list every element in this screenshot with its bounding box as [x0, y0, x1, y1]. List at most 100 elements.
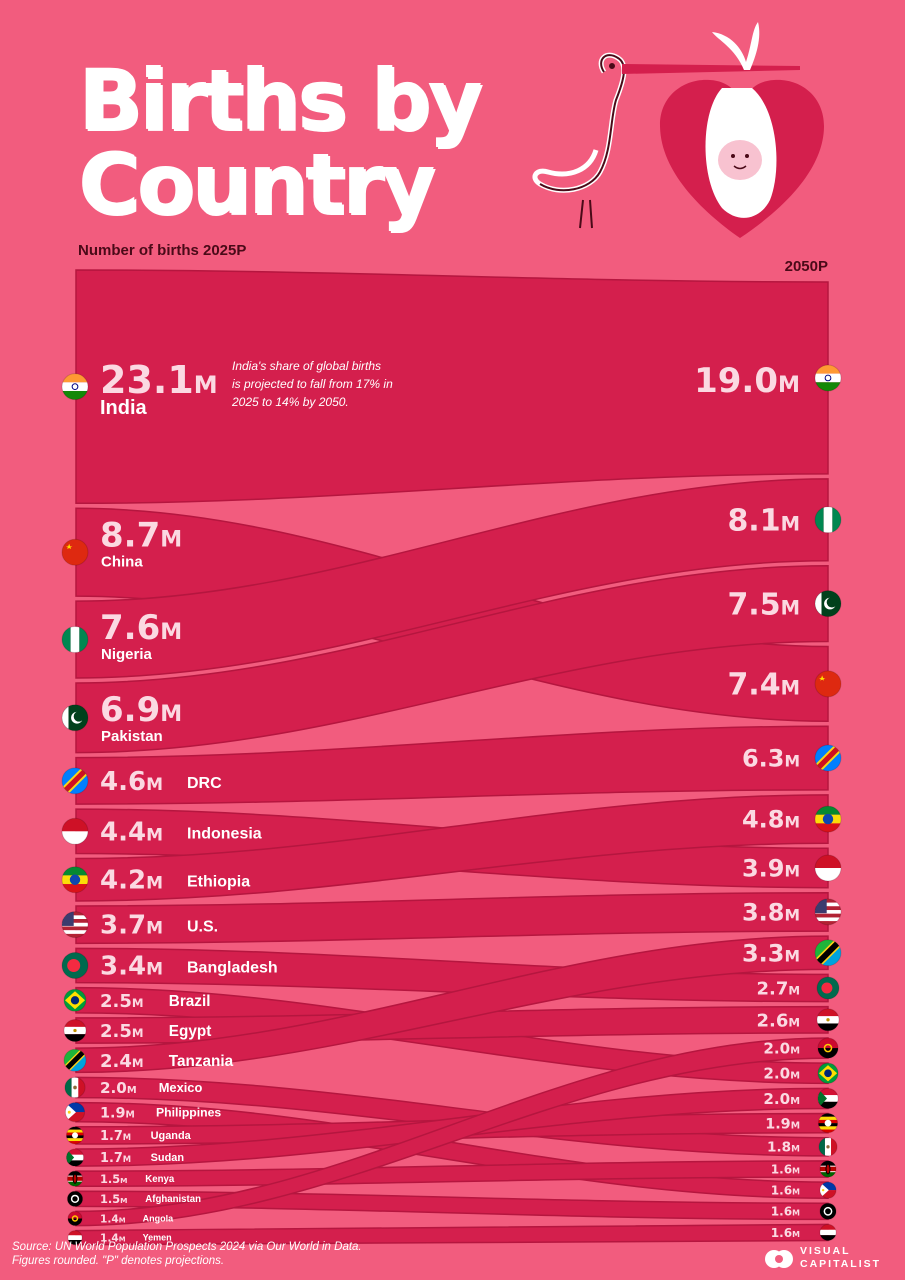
country-label-u-s: U.S.: [187, 919, 218, 936]
value-2050-china: 7.4M: [727, 668, 800, 703]
stork-illustration: [532, 22, 824, 238]
country-label-mexico: Mexico: [159, 1080, 203, 1095]
value-2025-yemen: 1.4M: [100, 1232, 126, 1244]
brand-line-1: VISUAL: [800, 1245, 851, 1257]
country-label-ethiopia: Ethiopia: [187, 874, 250, 891]
country-label-egypt: Egypt: [169, 1023, 212, 1040]
value-2025-kenya: 1.5M: [100, 1172, 127, 1186]
value-2025-drc: 4.6M: [100, 767, 163, 797]
footer: Source: UN World Population Prospects 20…: [12, 1240, 362, 1268]
value-2050-sudan: 2.0M: [763, 1090, 800, 1108]
pakistan-flag-icon: [814, 590, 842, 618]
pakistan-flag-icon: [61, 704, 89, 732]
stork-beak-icon: [622, 64, 800, 74]
kenya-flag-icon: [66, 1170, 84, 1187]
angola-flag-icon: [67, 1210, 83, 1227]
tanzania-flag-icon: [814, 939, 842, 967]
country-label-pakistan: Pakistan: [101, 728, 163, 745]
country-label-sudan: Sudan: [151, 1152, 184, 1164]
yemen-flag-icon: [819, 1223, 837, 1242]
drc-flag-icon: [814, 744, 842, 772]
value-2025-philippines: 1.9M: [100, 1105, 135, 1121]
ribbon-u-s: [75, 891, 829, 945]
country-label-kenya: Kenya: [145, 1174, 175, 1185]
value-2025-nigeria: 7.6M: [100, 608, 182, 648]
ribbons: [75, 269, 829, 1246]
sudan-flag-icon: [817, 1087, 839, 1110]
ribbon-pakistan: [75, 564, 829, 754]
title-line-1: Births by: [78, 51, 482, 149]
value-2050-afghanistan: 1.6M: [771, 1205, 800, 1219]
us-flag-icon: [814, 898, 842, 926]
footnote: Figures rounded. "P" denotes projections…: [12, 1255, 225, 1267]
mexico-flag-icon: [818, 1137, 838, 1157]
value-2050-india: 19.0M: [694, 361, 800, 401]
value-2025-egypt: 2.5M: [100, 1021, 144, 1042]
india-note: India's share of global births is project…: [231, 359, 393, 409]
value-2050-u-s: 3.8M: [742, 899, 800, 927]
value-2050-indonesia: 3.9M: [742, 855, 800, 883]
label-2050: 2050P: [784, 258, 828, 275]
label-2025: Number of births 2025P: [78, 242, 247, 259]
china-flag-icon: [814, 670, 842, 698]
sudan-flag-icon: [65, 1148, 85, 1167]
value-2025-tanzania: 2.4M: [100, 1051, 144, 1072]
country-label-china: China: [101, 553, 143, 570]
value-2025-pakistan: 6.9M: [100, 690, 182, 730]
value-2050-yemen: 1.6M: [771, 1226, 800, 1240]
value-2025-bangladesh: 3.4M: [100, 951, 163, 981]
egypt-flag-icon: [63, 1019, 87, 1043]
nigeria-flag-icon: [814, 506, 842, 534]
value-2050-nigeria: 8.1M: [727, 504, 800, 539]
value-2050-philippines: 1.6M: [771, 1184, 800, 1198]
afghanistan-flag-icon: [819, 1202, 837, 1220]
country-label-yemen: Yemen: [143, 1232, 172, 1242]
indonesia-flag-icon: [814, 854, 842, 882]
country-label-india: India: [100, 397, 148, 419]
country-label-angola: Angola: [143, 1213, 174, 1223]
india-flag-icon: [814, 364, 842, 392]
value-2050-drc: 6.3M: [742, 745, 800, 773]
value-2050-kenya: 1.6M: [771, 1162, 800, 1176]
value-2050-angola: 2.0M: [763, 1039, 800, 1057]
nigeria-flag-icon: [61, 626, 89, 654]
value-2050-ethiopia: 4.8M: [742, 806, 800, 834]
value-2025-mexico: 2.0M: [100, 1079, 137, 1097]
china-flag-icon: [61, 538, 89, 566]
value-2050-bangladesh: 2.7M: [756, 979, 800, 1000]
mexico-flag-icon: [64, 1076, 86, 1099]
philippines-flag-icon: [819, 1181, 837, 1199]
brazil-flag-icon: [817, 1062, 839, 1084]
brand-logo-icon: [765, 1250, 793, 1268]
ribbon-yemen: [75, 1223, 829, 1246]
ethiopia-flag-icon: [61, 866, 89, 894]
country-label-drc: DRC: [187, 775, 222, 792]
tanzania-flag-icon: [63, 1048, 87, 1072]
value-2050-uganda: 1.9M: [765, 1116, 800, 1132]
value-2025-ethiopia: 4.2M: [100, 866, 163, 896]
afghanistan-flag-icon: [66, 1190, 84, 1207]
country-label-bangladesh: Bangladesh: [187, 959, 278, 976]
country-label-nigeria: Nigeria: [101, 646, 153, 663]
value-2050-tanzania: 3.3M: [742, 939, 800, 967]
egypt-flag-icon: [816, 1008, 840, 1032]
value-2025-sudan: 1.7M: [100, 1151, 131, 1166]
country-label-indonesia: Indonesia: [187, 825, 262, 842]
brazil-flag-icon: [63, 988, 87, 1012]
ethiopia-flag-icon: [814, 805, 842, 833]
brand-logo: VISUAL CAPITALIST: [762, 1242, 902, 1276]
ribbon-bangladesh: [75, 947, 829, 1003]
value-2025-angola: 1.4M: [100, 1213, 126, 1225]
drc-flag-icon: [61, 767, 89, 795]
india-flag-icon: [61, 373, 89, 401]
angola-flag-icon: [817, 1037, 839, 1059]
indonesia-flag-icon: [61, 817, 89, 845]
ribbon-tanzania: [75, 935, 829, 1074]
value-2025-china: 8.7M: [100, 515, 182, 555]
us-flag-icon: [61, 911, 89, 939]
ribbon-drc: [75, 725, 829, 805]
value-2050-brazil: 2.0M: [763, 1065, 800, 1083]
value-2025-u-s: 3.7M: [100, 911, 163, 941]
